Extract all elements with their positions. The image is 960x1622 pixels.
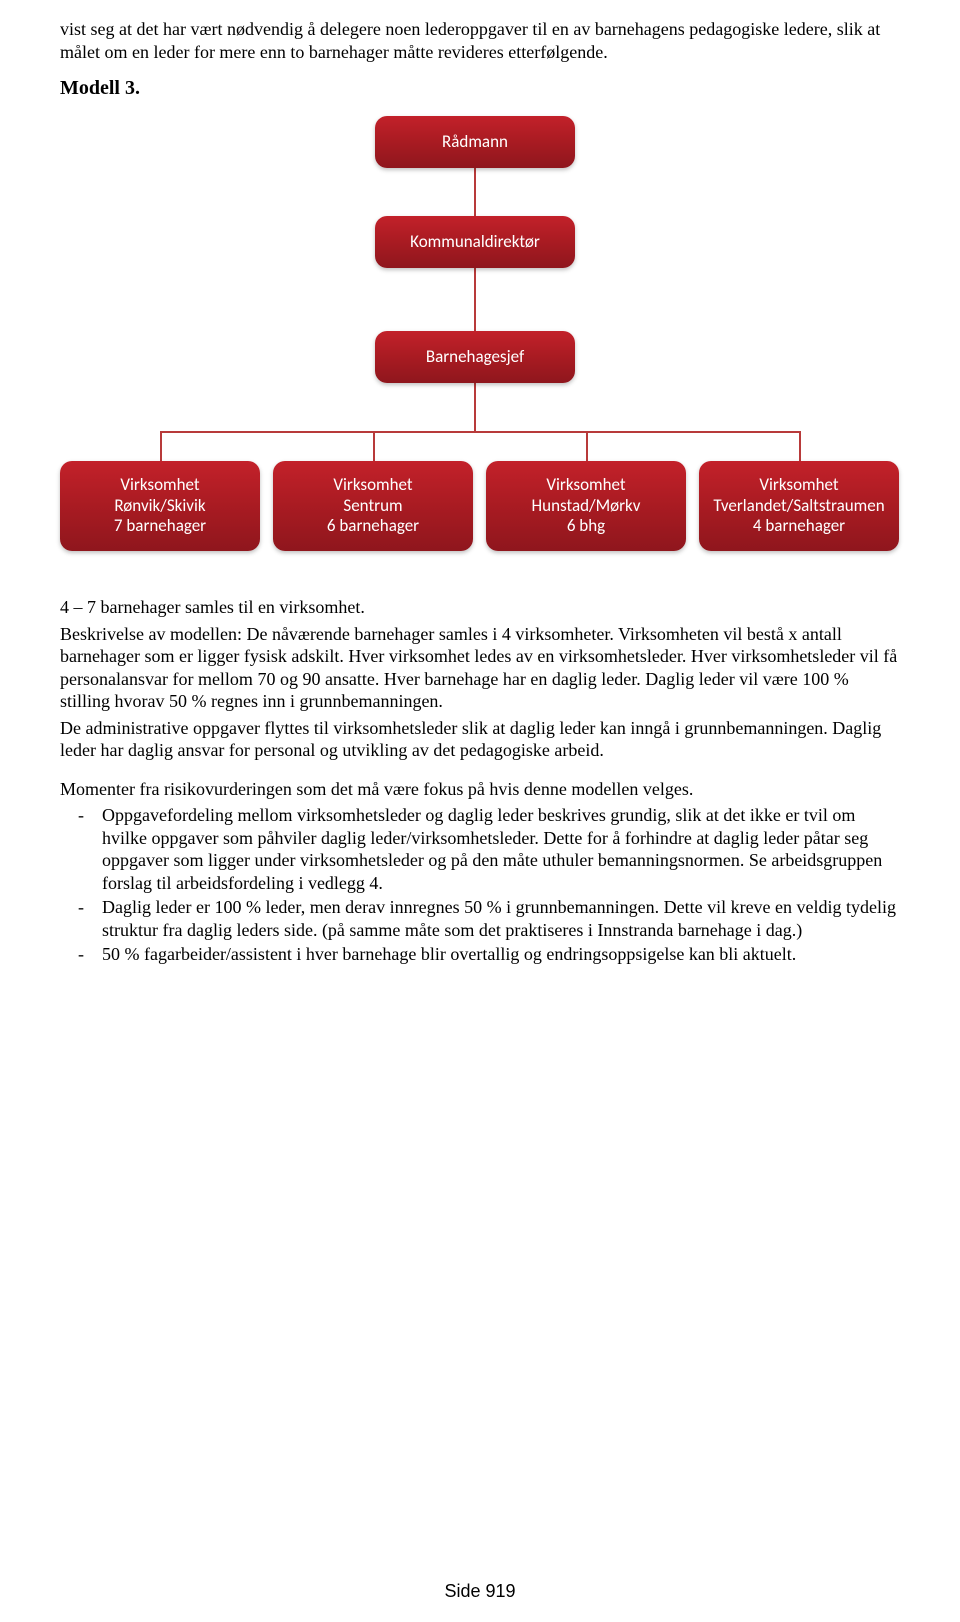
connector-vertical [373, 431, 375, 461]
list-item-text: Oppgavefordeling mellom virksomhetsleder… [102, 804, 900, 894]
org-node-label: Tverlandet/Saltstraumen [713, 496, 884, 516]
bullet-marker: - [60, 804, 102, 894]
connector-horizontal [160, 431, 800, 433]
connector-vertical [799, 431, 801, 461]
org-node-radmann: Rådmann [375, 116, 575, 168]
list-item-text: Daglig leder er 100 % leder, men derav i… [102, 896, 900, 941]
org-node-label: Virksomhet [120, 475, 199, 495]
org-node-label: Barnehagesjef [426, 347, 524, 367]
body-p1: 4 – 7 barnehager samles til en virksomhe… [60, 596, 900, 619]
org-node-label: Rådmann [442, 132, 508, 152]
moment-list: -Oppgavefordeling mellom virksomhetslede… [60, 804, 900, 966]
page-number: Side 919 [0, 1581, 960, 1602]
org-chart: Rådmann Kommunaldirektør Barnehagesjef Virk… [60, 116, 900, 576]
org-node-label: Virksomhet [333, 475, 412, 495]
org-node-label: Rønvik/Skivik [114, 496, 205, 516]
org-node-kommunal: Kommunaldirektør [375, 216, 575, 268]
body-p2: Beskrivelse av modellen: De nåværende ba… [60, 623, 900, 713]
org-node-label: 4 barnehager [753, 516, 845, 536]
moment-intro: Momenter fra risikovurderingen som det m… [60, 778, 900, 801]
connector-vertical [474, 168, 476, 216]
list-item: -Daglig leder er 100 % leder, men derav … [60, 896, 900, 941]
org-node-label: 6 bhg [567, 516, 605, 536]
org-node-bhgsjef: Barnehagesjef [375, 331, 575, 383]
connector-vertical [474, 383, 476, 431]
org-node-v2: VirksomhetSentrum6 barnehager [273, 461, 473, 551]
org-node-label: Hunstad/Mørkv [532, 496, 641, 516]
list-item: -50 % fagarbeider/assistent i hver barne… [60, 943, 900, 966]
org-node-label: Virksomhet [546, 475, 625, 495]
org-node-v3: VirksomhetHunstad/Mørkv6 bhg [486, 461, 686, 551]
org-node-label: 6 barnehager [327, 516, 419, 536]
org-node-label: 7 barnehager [114, 516, 206, 536]
body-p3: De administrative oppgaver flyttes til v… [60, 717, 900, 762]
list-item: -Oppgavefordeling mellom virksomhetslede… [60, 804, 900, 894]
org-node-label: Kommunaldirektør [410, 232, 540, 252]
intro-paragraph: vist seg at det har vært nødvendig å del… [60, 18, 900, 63]
connector-vertical [474, 268, 476, 331]
org-node-label: Sentrum [343, 496, 402, 516]
connector-vertical [160, 431, 162, 461]
list-item-text: 50 % fagarbeider/assistent i hver barneh… [102, 943, 900, 966]
bullet-marker: - [60, 896, 102, 941]
connector-vertical [586, 431, 588, 461]
model-heading: Modell 3. [60, 77, 900, 100]
org-node-v4: VirksomhetTverlandet/Saltstraumen4 barne… [699, 461, 899, 551]
bullet-marker: - [60, 943, 102, 966]
org-node-label: Virksomhet [759, 475, 838, 495]
org-node-v1: VirksomhetRønvik/Skivik7 barnehager [60, 461, 260, 551]
